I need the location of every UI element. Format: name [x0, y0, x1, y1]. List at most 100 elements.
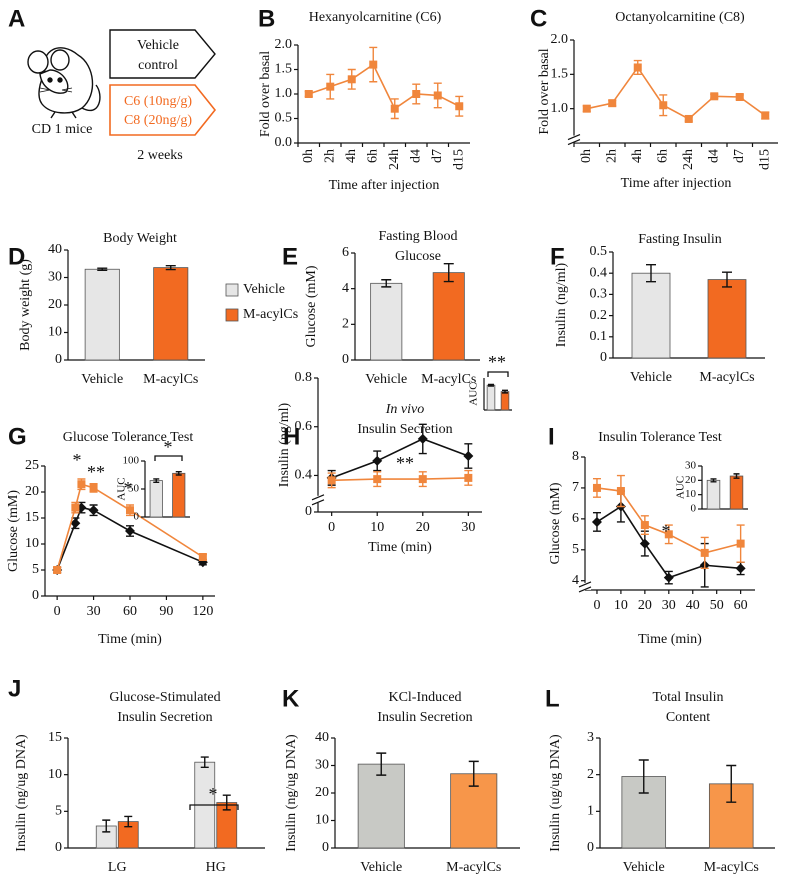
x-tick-label: 30 [87, 604, 101, 619]
chart-title: Insulin Secretion [117, 710, 212, 725]
y-axis-label: AUC [116, 477, 128, 500]
x-tick-label: 24h [387, 149, 402, 170]
y-tick-label: 100 [123, 455, 140, 467]
y-tick-label: 10 [685, 488, 697, 500]
y-tick-label: 0.4 [590, 265, 608, 280]
significance-label: * [124, 478, 133, 498]
error-bar [175, 470, 182, 476]
panel-letter: I [548, 423, 555, 450]
data-point [373, 475, 382, 484]
x-tick-label: 20 [638, 598, 652, 613]
x-tick-label: Vehicle [630, 370, 672, 385]
x-axis-label: Time (min) [638, 632, 702, 647]
chart-title: In vivo [385, 402, 424, 417]
bar [153, 267, 189, 361]
y-tick-label: 30 [685, 460, 697, 472]
significance-bracket [189, 804, 239, 810]
panel-letter: G [8, 423, 27, 450]
data-point [616, 487, 625, 496]
bar [172, 472, 186, 518]
data-point [684, 114, 693, 123]
data-point [372, 455, 383, 466]
significance-label: * [662, 521, 671, 541]
duration-label: 2 weeks [137, 148, 183, 163]
x-axis-label: Time (min) [98, 632, 162, 647]
line-chart: G Glucose Tolerance Test 0 5 10 15 20 25 Glucose… [6, 423, 215, 647]
series-line [56, 483, 204, 571]
data-point [71, 503, 80, 512]
x-tick-label: Vehicle [81, 372, 123, 387]
y-tick-label: 10 [25, 536, 39, 551]
y-tick-label: 0.1 [590, 329, 608, 344]
x-tick-label: 4h [630, 149, 645, 163]
y-tick-label: 1.5 [551, 67, 569, 82]
series-line [56, 506, 204, 571]
panel-letter: K [282, 685, 300, 712]
y-tick-label: 0.6 [295, 419, 313, 434]
legend-swatch [225, 283, 239, 297]
panel-letter: C [530, 5, 547, 32]
chart-title: Fasting Blood [379, 229, 458, 244]
data-point [418, 475, 427, 484]
panel-letter: D [8, 243, 25, 270]
axis-break-gap [568, 135, 580, 143]
chart-title: Total Insulin [653, 690, 724, 705]
x-tick-label: 90 [159, 604, 173, 619]
y-tick-label: 0.5 [590, 244, 608, 259]
y-tick-label: 5 [572, 542, 579, 557]
y-tick-label: 25 [25, 458, 39, 473]
bar [729, 475, 744, 510]
x-tick-label: LG [108, 860, 127, 875]
series-line [331, 438, 469, 479]
y-tick-label: 5 [55, 804, 62, 819]
y-tick-label: 6 [342, 245, 349, 260]
panel-letter: L [545, 685, 560, 712]
error-bar [726, 764, 737, 803]
data-point [608, 99, 617, 108]
x-tick-label: 6h [655, 149, 670, 163]
data-point [88, 505, 99, 516]
data-point [710, 92, 719, 101]
y-tick-label: 15 [25, 510, 39, 525]
treatment-arrow [109, 84, 217, 136]
y-axis-label: Insulin (ug/ug DNA) [548, 734, 563, 852]
y-tick-label: 0 [134, 511, 140, 523]
chart-title: KCl-Induced [388, 690, 461, 705]
y-tick-label: 40 [48, 242, 62, 257]
x-tick-label: 4h [344, 149, 359, 163]
y-tick-label: 50 [128, 483, 140, 495]
bar [707, 279, 747, 359]
x-tick-label: 24h [681, 149, 696, 170]
axis-break [311, 494, 325, 506]
y-tick-label: 20 [685, 474, 697, 486]
x-tick-label: d4 [706, 149, 721, 163]
error-bar [102, 819, 111, 833]
y-axis-label: Glucose (mM) [6, 490, 21, 572]
x-tick-label: 0h [579, 149, 594, 163]
y-tick-label: 1.0 [275, 86, 293, 101]
x-tick-label: 30 [662, 598, 676, 613]
bar-chart: D Body Weight 0 10 20 30 40 Body weight (g) Vehi… [8, 231, 298, 387]
data-point [591, 516, 602, 527]
x-tick-label: d15 [451, 149, 466, 170]
y-tick-label: 5 [32, 562, 39, 577]
line-chart: I Insulin Tolerance Test 4 5 6 7 8 Glucose (mM)… [548, 423, 755, 647]
y-tick-label: 10 [48, 325, 62, 340]
x-tick-label: 0 [593, 598, 600, 613]
x-tick-label: 40 [686, 598, 700, 613]
bar-chart: J Glucose-Stimulated Insulin Secretion 0 5 10… [8, 675, 265, 875]
error-bar [488, 383, 494, 387]
data-point [592, 483, 601, 492]
line-chart: B Hexanyolcarnitine (C6) 0.0 0.5 1.0 1.5 2.0Fo… [258, 5, 470, 193]
significance-label: ** [488, 352, 506, 372]
y-tick-label: 0 [32, 588, 39, 603]
x-tick-label: 120 [192, 604, 213, 619]
x-tick-label: 10 [370, 520, 384, 535]
x-tick-label: M-acylCs [446, 860, 501, 875]
data-point [663, 572, 674, 583]
y-tick-label: 0 [305, 504, 312, 519]
data-point [735, 563, 746, 574]
x-tick-label: 2h [322, 149, 337, 163]
